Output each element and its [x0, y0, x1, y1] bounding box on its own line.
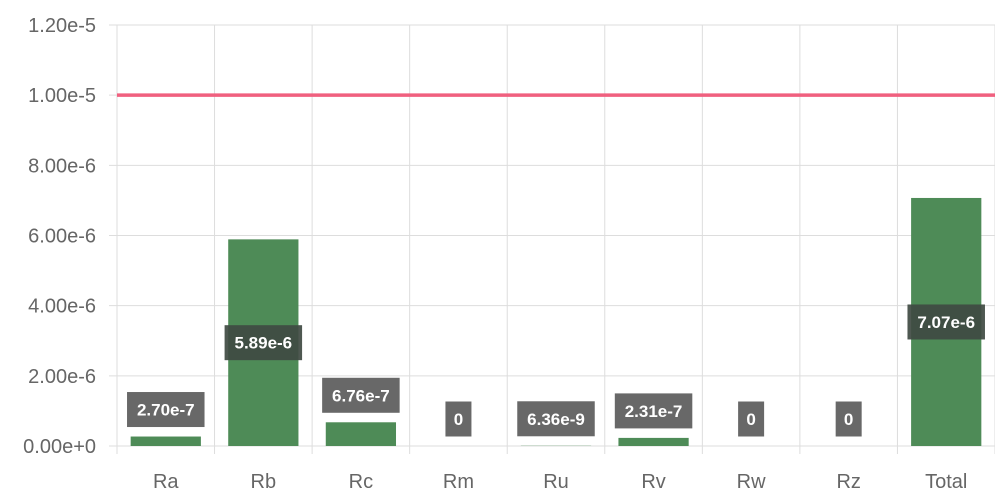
bar-rc[interactable] [325, 422, 397, 446]
data-label: 5.89e-6 [234, 334, 292, 353]
data-label: 0 [844, 410, 853, 429]
data-label-box [738, 401, 765, 437]
data-label-box [835, 401, 862, 437]
y-tick-label: 2.00e-6 [28, 366, 96, 388]
data-label-box [322, 377, 400, 413]
x-axis: Ra Rb Rc Rm Ru Rv Rw Rz Total [153, 471, 967, 493]
x-tick-label: Rb [251, 471, 277, 493]
x-tick-label: Ra [153, 471, 179, 493]
data-label: 6.36e-9 [527, 410, 585, 429]
data-label-box [224, 325, 303, 361]
y-tick-label: 1.20e-5 [28, 15, 96, 37]
x-tick-label: Ru [543, 471, 569, 493]
data-label-box [614, 393, 693, 429]
y-tick-label: 6.00e-6 [28, 226, 96, 248]
bar-rv[interactable] [618, 437, 689, 446]
data-label: 0 [746, 410, 755, 429]
x-tick-label: Rm [443, 471, 474, 493]
x-tick-label: Rz [836, 471, 860, 493]
data-label-box [907, 304, 985, 340]
data-label: 0 [454, 410, 463, 429]
y-axis: 0.00e+0 2.00e-6 4.00e-6 6.00e-6 8.00e-6 1.00e… [23, 15, 96, 458]
data-label: 6.76e-7 [332, 386, 390, 405]
x-tick-label: Rv [641, 471, 665, 493]
x-tick-label: Rw [737, 471, 766, 493]
x-tick-label: Rc [349, 471, 373, 493]
y-tick-label: 1.00e-5 [28, 85, 96, 107]
data-label-box [127, 392, 205, 428]
bar-ra[interactable] [130, 436, 201, 446]
y-tick-label: 8.00e-6 [28, 155, 96, 177]
data-label-box [445, 401, 472, 437]
data-label-box [517, 401, 595, 437]
data-label: 2.31e-7 [625, 402, 683, 421]
y-tick-label: 0.00e+0 [23, 436, 96, 458]
data-label: 7.07e-6 [917, 313, 975, 332]
data-label: 2.70e-7 [137, 401, 195, 420]
data-labels: 2.70e-7 5.89e-6 6.76e-7 0 6.36e-9 2.31e-7 0 0 7.… [127, 304, 985, 437]
y-tick-label: 4.00e-6 [28, 296, 96, 318]
x-tick-label: Total [925, 471, 967, 493]
